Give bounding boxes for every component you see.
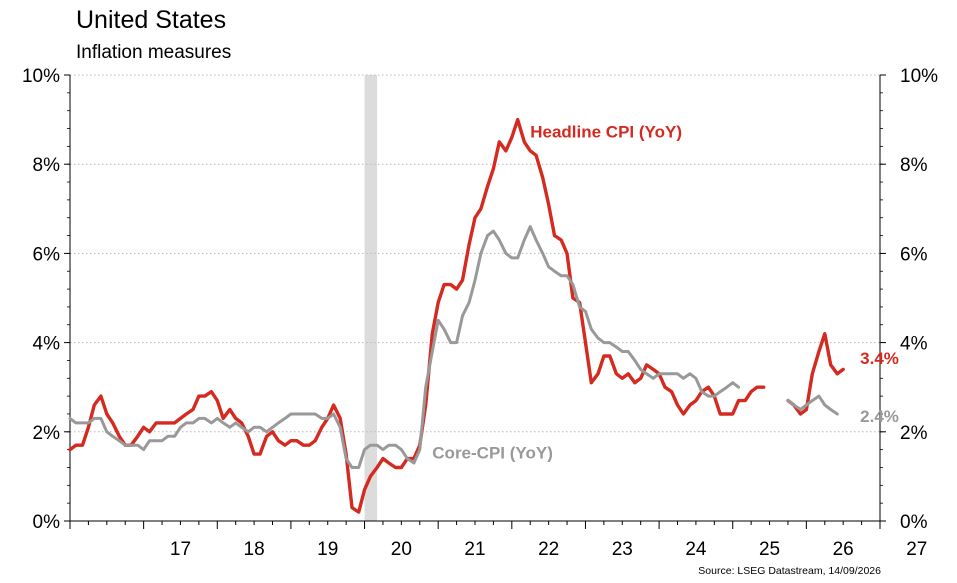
x-tick-label: 18 bbox=[244, 539, 265, 560]
y-tick-label-left: 0% bbox=[33, 512, 61, 533]
x-tick-label: 27 bbox=[906, 539, 927, 560]
x-tick-label: 23 bbox=[612, 539, 633, 560]
core-cpi-end-label: 2.4% bbox=[860, 407, 899, 426]
y-tick-label-right: 2% bbox=[900, 423, 928, 444]
y-tick-label-right: 10% bbox=[900, 66, 938, 87]
x-tick-label: 24 bbox=[685, 539, 707, 560]
y-tick-label-left: 2% bbox=[33, 423, 61, 444]
recession-shading bbox=[364, 75, 378, 521]
chart-title: United States bbox=[76, 6, 227, 34]
y-tick-label-left: 4% bbox=[33, 334, 61, 355]
x-tick-label: 19 bbox=[317, 539, 338, 560]
x-tick-label: 17 bbox=[170, 539, 191, 560]
chart-subtitle: Inflation measures bbox=[76, 42, 232, 63]
x-tick-label: 26 bbox=[833, 539, 854, 560]
headline-cpi-line bbox=[786, 332, 845, 416]
y-tick-label-right: 4% bbox=[900, 334, 928, 355]
x-tick-label: 22 bbox=[538, 539, 559, 560]
core-cpi-series-label: Core-CPI (YoY) bbox=[432, 444, 553, 463]
core-cpi-line bbox=[786, 394, 839, 416]
headline-cpi-line bbox=[68, 117, 766, 514]
headline-cpi-end-label: 3.4% bbox=[860, 349, 899, 368]
x-tick-label: 25 bbox=[759, 539, 780, 560]
x-tick-label: 20 bbox=[391, 539, 412, 560]
y-tick-label-right: 6% bbox=[900, 244, 928, 265]
y-tick-label-right: 0% bbox=[900, 512, 928, 533]
chart-source: Source: LSEG Datastream, 14/09/2026 bbox=[698, 565, 881, 577]
y-tick-label-left: 8% bbox=[33, 155, 61, 176]
core-cpi-line bbox=[68, 225, 741, 469]
y-tick-label-left: 6% bbox=[33, 244, 61, 265]
y-tick-label-left: 10% bbox=[22, 66, 60, 87]
headline-cpi-series-label: Headline CPI (YoY) bbox=[530, 122, 682, 141]
x-tick-label: 21 bbox=[464, 539, 485, 560]
y-tick-label-right: 8% bbox=[900, 155, 928, 176]
